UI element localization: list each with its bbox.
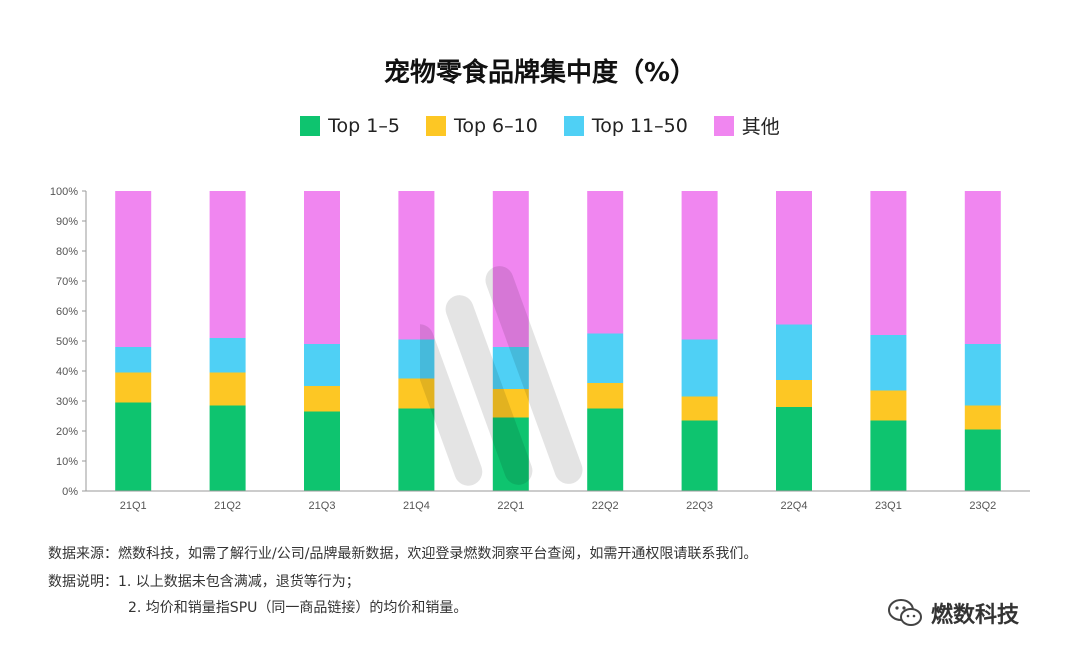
legend-label: Top 1–5 [328, 114, 400, 137]
footnote-source: 数据来源：燃数科技，如需了解行业/公司/品牌最新数据，欢迎登录燃数洞察平台查阅，… [48, 546, 758, 562]
bar-segment [964, 405, 1001, 430]
bar-segment [964, 191, 1001, 344]
y-tick-label: 90% [56, 216, 78, 228]
bar-segment [870, 191, 907, 335]
bar-segment [681, 420, 718, 491]
bar-segment [304, 344, 340, 386]
legend-label: 其他 [741, 116, 780, 138]
bar-segment [587, 333, 624, 383]
bar-segment [209, 338, 246, 373]
x-tick-label: 21Q1 [120, 500, 147, 512]
brand-name: 燃数科技 [931, 603, 1020, 628]
bar-segment [115, 372, 152, 403]
legend-item-top6-10: Top 6–10 [425, 112, 538, 139]
bar-segment [115, 347, 152, 373]
legend-label: Top 11–50 [591, 114, 688, 137]
x-tick-label: 22Q4 [781, 500, 808, 512]
chart-legend: Top 1–5 Top 6–10 Top 11–50 其他 [0, 112, 1080, 139]
x-tick-label: 22Q2 [592, 500, 619, 512]
bar-segment [776, 407, 812, 491]
bar-segment [398, 408, 435, 491]
bar-segment [870, 335, 907, 391]
x-tick-label: 23Q2 [969, 500, 996, 512]
bar-segment [304, 411, 340, 491]
x-tick-label: 22Q3 [686, 500, 713, 512]
y-tick-label: 70% [56, 276, 78, 288]
bar-segment [209, 405, 246, 491]
bar-segment [304, 191, 340, 344]
y-tick-label: 60% [56, 306, 78, 318]
bar-segment [492, 389, 529, 418]
bar-segment [209, 191, 246, 338]
bar-segment [209, 372, 246, 406]
bar-segment [398, 378, 435, 409]
bar-segment [304, 386, 340, 412]
bar-segment [492, 191, 529, 347]
bar-segment [587, 383, 624, 409]
brand-signature: 燃数科技 [887, 597, 1019, 629]
x-tick-label: 21Q3 [309, 500, 336, 512]
bar-segment [681, 191, 718, 340]
y-tick-label: 30% [56, 396, 78, 408]
y-tick-label: 0% [62, 486, 78, 498]
y-tick-label: 40% [56, 366, 78, 378]
footnote-note-2: 2. 均价和销量指SPU（同一商品链接）的均价和销量。 [128, 600, 468, 616]
bar-segment [964, 344, 1001, 406]
legend-swatch [300, 115, 321, 136]
x-tick-label: 21Q4 [403, 500, 430, 512]
bar-segment [964, 429, 1001, 491]
x-tick-label: 22Q1 [497, 500, 524, 512]
chart-title: 宠物零食品牌集中度（%） [383, 58, 697, 88]
y-tick-label: 80% [56, 246, 78, 258]
x-tick-label: 23Q1 [875, 500, 902, 512]
legend-item-top11-50: Top 11–50 [563, 112, 688, 139]
bar-segment [492, 347, 529, 389]
bar-segment [398, 191, 435, 340]
x-tick-label: 21Q2 [214, 500, 241, 512]
bar-segment [587, 191, 624, 334]
wechat-icon [888, 599, 922, 626]
footnote-note-1: 数据说明：1. 以上数据未包含满减，退货等行为； [48, 574, 360, 590]
legend-label: Top 6–10 [453, 114, 538, 137]
bar-segment [776, 191, 812, 325]
bar-segment [681, 339, 718, 397]
bar-segment [587, 408, 624, 491]
bar-segment [776, 324, 812, 380]
bar-segment [681, 396, 718, 421]
legend-swatch [425, 115, 446, 136]
y-tick-label: 10% [56, 456, 78, 468]
legend-swatch [563, 115, 584, 136]
legend-item-others: 其他 [713, 112, 780, 139]
legend-swatch [713, 115, 734, 136]
legend-item-top1-5: Top 1–5 [300, 112, 400, 139]
bar-segment [776, 380, 812, 407]
bar-segment [115, 402, 152, 491]
y-tick-label: 20% [56, 426, 78, 438]
bar-segment [115, 191, 152, 347]
bar-segment [870, 390, 907, 421]
y-tick-label: 100% [50, 186, 78, 198]
bar-segment [870, 420, 907, 491]
bar-segment [398, 339, 435, 379]
bar-segment [492, 417, 529, 491]
y-tick-label: 50% [56, 336, 78, 348]
